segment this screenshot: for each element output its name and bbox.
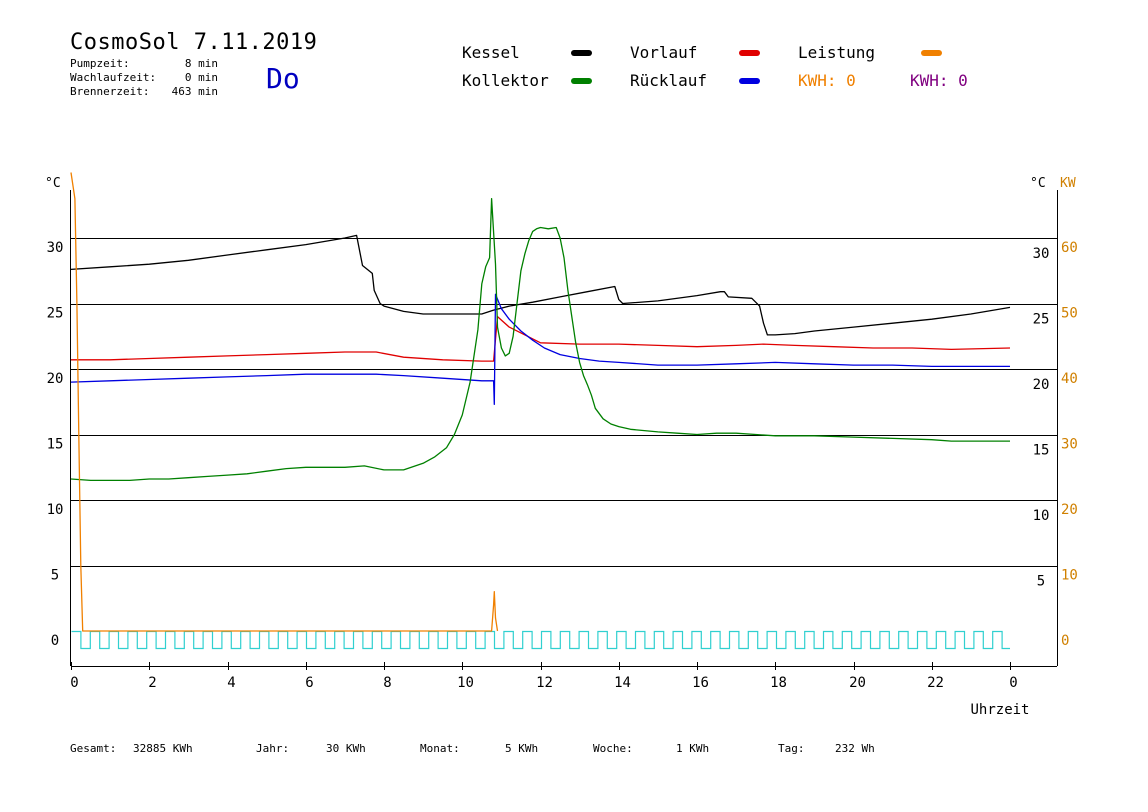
series-line-vorlauf — [71, 315, 1011, 362]
legend-item-leistung: Leistung — [798, 43, 875, 62]
legend-label: Leistung — [798, 43, 876, 62]
legend-swatch-kollektor — [571, 78, 592, 84]
y-right-tick-label: 30 — [1033, 246, 1050, 262]
series-line-leistung — [70, 172, 499, 632]
y-left-tick-label: 0 — [51, 633, 59, 649]
legend-swatch-vorlauf — [739, 50, 760, 56]
y-left-unit: °C — [45, 176, 61, 191]
legend-item-ruecklauf: Rücklauf — [630, 71, 707, 90]
x-tick-label: 4 — [227, 675, 235, 691]
footer-value-jahr: 30 KWh — [326, 742, 366, 755]
y-right-tick-label: 5 — [1037, 574, 1045, 590]
legend-label: Kollektor — [462, 71, 549, 90]
kwh-label-leistung: KWH: 0 — [798, 71, 856, 90]
stat-row-brennerzeit: Brennerzeit: 463 min — [70, 85, 218, 99]
x-tick-label: 0 — [70, 675, 78, 691]
stat-row-wachlaufzeit: Wachlaufzeit: 0 min — [70, 71, 218, 85]
x-tick-label: 22 — [927, 675, 944, 691]
x-tick-label: 0 — [1009, 675, 1017, 691]
axis-labels: 0 2 4 6 8 10 12 14 16 18 20 22 0 °C 0 5 10 15 20 25 30 °C 5 10 1… — [45, 176, 1078, 718]
y-power-unit: KW — [1060, 176, 1076, 191]
legend-item-vorlauf: Vorlauf — [630, 43, 697, 62]
footer-label-tag: Tag: — [778, 742, 805, 755]
y-right-tick-label: 25 — [1033, 312, 1050, 328]
grid-lines — [71, 238, 1057, 567]
footer-value-gesamt: 32885 KWh — [133, 742, 193, 755]
x-tick-label: 20 — [849, 675, 866, 691]
series-line-kollektor — [70, 198, 1010, 482]
series-line-kessel — [70, 234, 1011, 336]
y-power-tick-label: 60 — [1061, 240, 1078, 256]
x-tick-label: 12 — [536, 675, 553, 691]
x-tick-label: 18 — [770, 675, 787, 691]
y-left-tick-label: 30 — [47, 240, 64, 256]
footer-label-woche: Woche: — [593, 742, 633, 755]
x-tick-label: 8 — [383, 675, 391, 691]
y-left-tick-label: 5 — [51, 568, 59, 584]
y-power-tick-label: 20 — [1061, 502, 1078, 518]
x-tick-label: 14 — [614, 675, 631, 691]
y-right-unit: °C — [1030, 176, 1046, 191]
y-power-tick-label: 40 — [1061, 371, 1078, 387]
x-tick-label: 2 — [148, 675, 156, 691]
legend-swatch-leistung — [921, 50, 942, 56]
footer-value-monat: 5 KWh — [505, 742, 539, 755]
footer-label-gesamt: Gesamt: — [70, 742, 117, 755]
legend-swatch-kessel — [571, 50, 592, 56]
x-tick-label: 6 — [305, 675, 313, 691]
stat-label: Pumpzeit: — [70, 57, 130, 70]
header-title: CosmoSol 7.11.2019 — [70, 30, 318, 55]
legend-label: Kessel — [462, 43, 520, 62]
y-left-tick-label: 20 — [47, 371, 64, 387]
axes — [70, 190, 1058, 670]
stat-row-pumpzeit: Pumpzeit: 8 min — [70, 57, 218, 71]
stat-value: 0 min — [184, 71, 218, 84]
footer-value-woche: 1 KWh — [676, 742, 710, 755]
legend-label: Rücklauf — [630, 71, 708, 90]
legend-label: Vorlauf — [630, 43, 698, 62]
legend-item-kollektor: Kollektor — [462, 71, 549, 90]
footer-label-jahr: Jahr: — [256, 742, 290, 755]
x-tick-label: 10 — [457, 675, 474, 691]
y-left-tick-label: 10 — [47, 502, 64, 518]
kwh-label-secondary: KWH: 0 — [910, 71, 968, 90]
y-right-tick-label: 10 — [1033, 508, 1050, 524]
x-tick-label: 16 — [692, 675, 709, 691]
series-lines — [70, 172, 1011, 650]
stat-label: Brennerzeit: — [70, 85, 150, 98]
legend-swatch-ruecklauf — [739, 78, 760, 84]
y-power-tick-label: 10 — [1061, 568, 1078, 584]
legend-item-kessel: Kessel — [462, 43, 520, 62]
y-left-tick-label: 25 — [47, 306, 64, 322]
stat-label: Wachlaufzeit: — [70, 71, 157, 84]
footer-value-tag: 232 Wh — [835, 742, 875, 755]
stat-value: 8 min — [184, 57, 218, 70]
y-power-tick-label: 30 — [1061, 437, 1078, 453]
y-left-tick-label: 15 — [47, 437, 64, 453]
weekday-label: Do — [266, 62, 300, 95]
footer-label-monat: Monat: — [420, 742, 460, 755]
pump-state-signal — [71, 630, 1010, 650]
y-right-tick-label: 15 — [1033, 443, 1050, 459]
x-axis-title: Uhrzeit — [970, 702, 1029, 718]
y-power-tick-label: 0 — [1061, 633, 1069, 649]
stat-value: 463 min — [171, 85, 218, 98]
y-right-tick-label: 20 — [1033, 377, 1050, 393]
series-line-ruecklauf — [70, 293, 1010, 406]
y-power-tick-label: 50 — [1061, 306, 1078, 322]
